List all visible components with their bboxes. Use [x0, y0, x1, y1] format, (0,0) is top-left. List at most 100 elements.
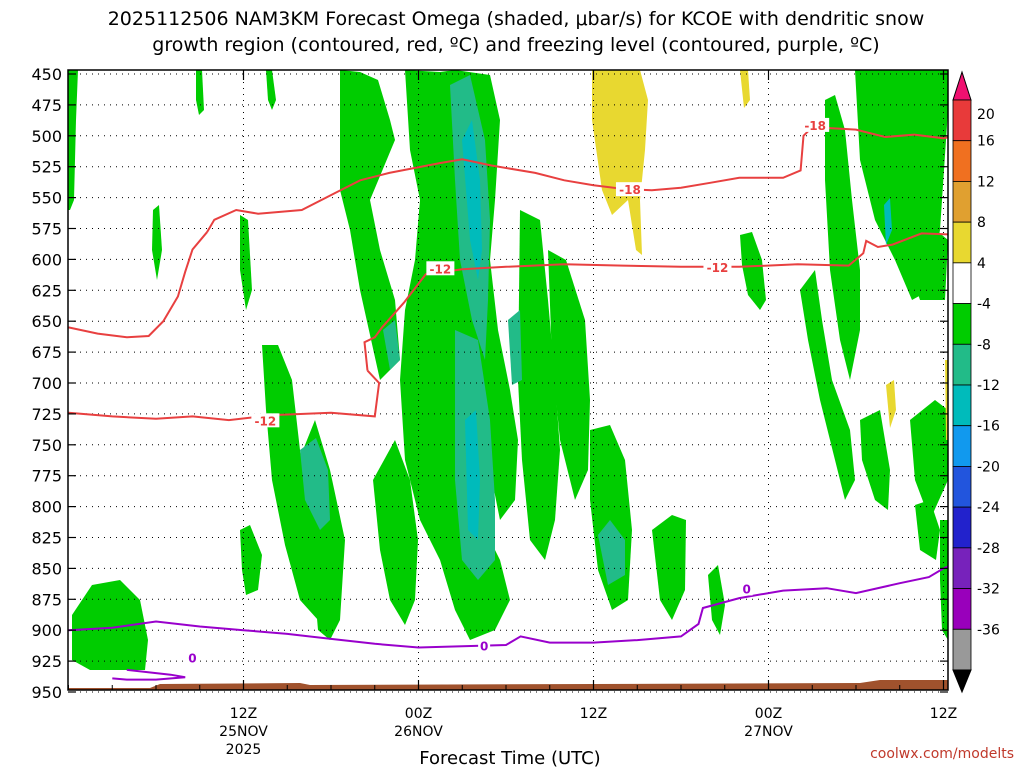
colorbar-label: -12	[977, 378, 1000, 394]
y-tick-label: 475	[31, 96, 62, 115]
x-tick-label: 27NOV	[744, 724, 793, 740]
contour-lines	[68, 126, 948, 681]
x-tick-label: 26NOV	[394, 724, 443, 740]
y-tick-label: 600	[31, 250, 62, 269]
colorbar-label: -36	[977, 622, 1000, 638]
omega-region	[740, 232, 766, 310]
y-tick-label: 800	[31, 498, 62, 517]
y-tick-label: 450	[31, 65, 62, 84]
colorbar-label: -8	[977, 337, 991, 353]
omega-region-strong	[598, 520, 625, 585]
y-tick-label: 825	[31, 529, 62, 548]
x-tick-label: 12Z	[930, 706, 957, 722]
colorbar-swatch	[952, 303, 972, 345]
colorbar-label: 4	[977, 256, 986, 272]
omega-region	[68, 70, 78, 210]
plot-frame	[67, 69, 949, 691]
contour-label: 0	[188, 652, 196, 666]
omega-region-subsidence	[592, 70, 648, 255]
omega-region	[708, 565, 725, 635]
colorbar-label: -32	[977, 582, 1000, 598]
x-tick-label: 00Z	[405, 706, 432, 722]
x-tick-label: 25NOV	[219, 724, 268, 740]
contour-frz	[68, 565, 948, 649]
x-tick-label: 12Z	[580, 706, 607, 722]
x-tick-label: 12Z	[230, 706, 257, 722]
colorbar-label: -4	[977, 297, 991, 313]
colorbar-swatch	[952, 99, 972, 142]
y-tick-label: 675	[31, 343, 62, 362]
contour-label-bg	[615, 182, 644, 197]
colorbar-swatch	[952, 262, 972, 304]
omega-region	[518, 210, 560, 560]
colorbar-label: -28	[977, 541, 1000, 557]
y-axis: 450 475 500 525 550 575 600 625 650 675 700 725 750 7…	[31, 65, 948, 702]
colorbar-swatch	[952, 466, 972, 508]
y-tick-label: 925	[31, 652, 62, 671]
colorbar-bottom-arrow	[952, 669, 972, 694]
colorbar: 20 16 12 8 4 -4 -8 -12 -16 -20 -24 -28 -32 -36	[952, 70, 1000, 694]
omega-region	[72, 580, 148, 670]
contour-label-bg	[426, 261, 455, 276]
omega-region-strong	[508, 310, 522, 385]
omega-region	[340, 70, 400, 380]
colorbar-label: 16	[977, 134, 995, 150]
y-tick-label: 525	[31, 158, 62, 177]
colorbar-label: -16	[977, 419, 1000, 435]
colorbar-swatch	[952, 506, 972, 549]
x-tick-label: 2025	[226, 742, 262, 758]
omega-region-core	[884, 198, 892, 245]
contour-label: -18	[619, 183, 641, 197]
contour-label: 0	[480, 639, 488, 653]
y-tick-label: 725	[31, 405, 62, 424]
colorbar-swatch	[952, 343, 972, 386]
omega-region	[373, 440, 418, 625]
y-tick-label: 700	[31, 374, 62, 393]
contour-label: -12	[430, 262, 452, 276]
contour-label: -18	[804, 119, 826, 133]
y-tick-label: 775	[31, 467, 62, 486]
contour-dgz_lower	[68, 231, 208, 339]
contour-labels: -18 -18 -12 -12 -12 0 0 0	[186, 117, 830, 666]
x-tick-label: 00Z	[755, 706, 782, 722]
y-tick-label: 625	[31, 281, 62, 300]
colorbar-label: -24	[977, 500, 1000, 516]
y-tick-label: 850	[31, 559, 62, 578]
y-tick-label: 900	[31, 621, 62, 640]
colorbar-swatch	[952, 547, 972, 589]
omega-region	[240, 215, 252, 310]
chart-title-line1: 2025112506 NAM3KM Forecast Omega (shaded…	[108, 8, 925, 30]
omega-shading	[68, 70, 948, 670]
omega-region	[548, 250, 590, 500]
colorbar-swatch	[952, 384, 972, 427]
omega-region	[196, 70, 204, 115]
colorbar-top-arrow	[952, 70, 972, 101]
contour-label: -12	[707, 261, 729, 275]
omega-region-subsidence	[886, 380, 896, 428]
omega-region	[860, 410, 890, 510]
colorbar-swatch	[952, 628, 972, 671]
contour-label: -12	[255, 414, 277, 428]
contour-label-bg	[251, 413, 280, 428]
y-tick-label: 875	[31, 590, 62, 609]
terrain-strip	[68, 680, 948, 690]
omega-region	[800, 270, 855, 500]
contour-label-bg	[740, 581, 753, 596]
colorbar-swatch	[952, 425, 972, 467]
y-tick-label: 500	[31, 127, 62, 146]
x-axis-title: Forecast Time (UTC)	[419, 748, 600, 768]
omega-region	[825, 95, 860, 380]
y-tick-label: 750	[31, 436, 62, 455]
colorbar-label: 20	[977, 107, 995, 123]
y-tick-label: 550	[31, 189, 62, 208]
colorbar-swatch	[952, 221, 972, 264]
omega-region	[240, 525, 262, 595]
colorbar-label: 12	[977, 174, 995, 190]
omega-region	[915, 500, 940, 560]
contour-label-bg	[703, 260, 732, 275]
contour-frz_low	[112, 668, 186, 681]
colorbar-swatch	[952, 140, 972, 182]
contour-dgz_upper	[206, 126, 948, 233]
omega-region	[910, 400, 948, 520]
